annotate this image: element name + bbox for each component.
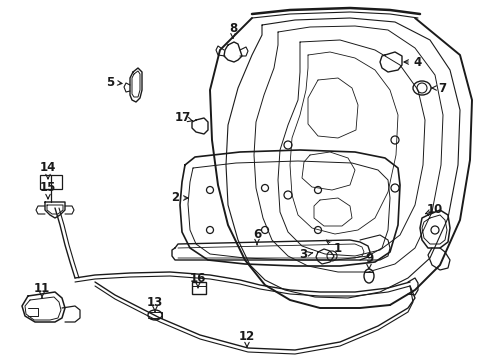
Text: 15: 15 — [40, 181, 56, 194]
Text: 10: 10 — [426, 203, 442, 216]
Bar — [192, 282, 205, 294]
Text: 6: 6 — [252, 229, 261, 242]
Text: 9: 9 — [364, 252, 372, 265]
Text: 3: 3 — [298, 248, 306, 261]
Text: 8: 8 — [228, 22, 237, 35]
Text: 17: 17 — [175, 112, 191, 125]
Text: 7: 7 — [437, 81, 445, 94]
Text: 13: 13 — [146, 296, 163, 309]
Text: 2: 2 — [171, 192, 179, 204]
Text: 11: 11 — [34, 282, 50, 294]
Text: 1: 1 — [333, 242, 342, 255]
Text: 4: 4 — [413, 55, 421, 68]
Text: 14: 14 — [40, 162, 56, 175]
Text: 5: 5 — [106, 76, 114, 89]
Text: 12: 12 — [238, 330, 255, 343]
Text: 16: 16 — [189, 271, 206, 284]
Bar — [40, 175, 62, 189]
